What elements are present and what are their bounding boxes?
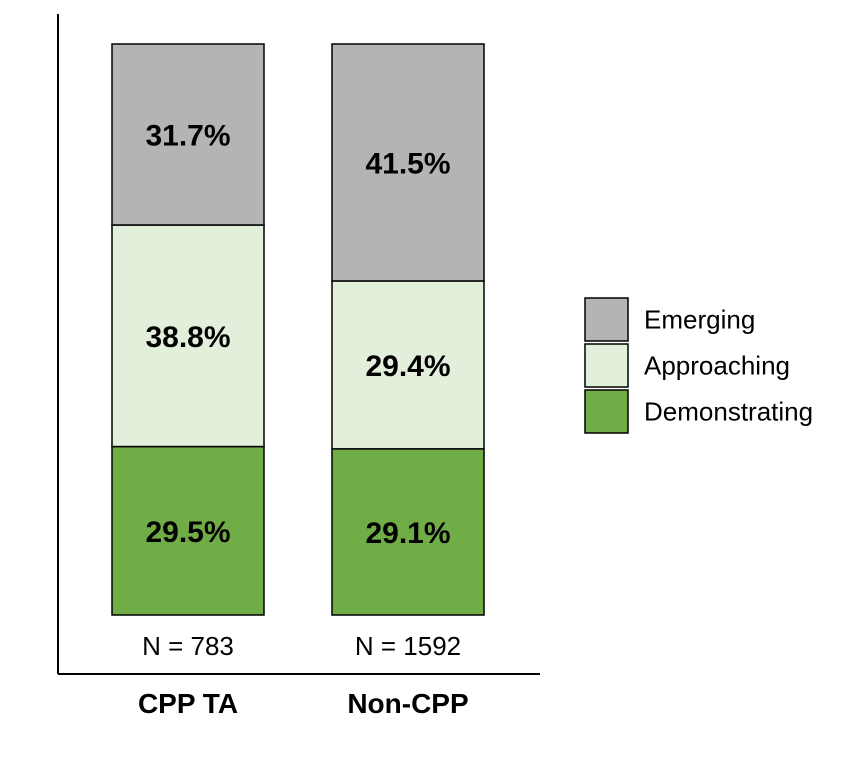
data-label-approaching-non-cpp: 29.4% [365, 350, 450, 383]
data-label-demonstrating-cpp-ta: 29.5% [145, 516, 230, 549]
legend-label-approaching: Approaching [644, 351, 790, 381]
legend-label-emerging: Emerging [644, 305, 755, 335]
bar-segment-emerging-cpp-ta [111, 43, 265, 226]
data-label-demonstrating-non-cpp: 29.1% [365, 517, 450, 550]
bar-segment-emerging-non-cpp [331, 43, 485, 282]
legend-swatch-demonstrating [584, 389, 629, 434]
sample-size-label-cpp-ta: N = 783 [142, 631, 234, 661]
bar-segment-demonstrating-non-cpp [331, 448, 485, 616]
category-label-non-cpp: Non-CPP [347, 688, 468, 719]
legend: Emerging Approaching Demonstrating [584, 297, 813, 434]
category-label-cpp-ta: CPP TA [138, 688, 238, 719]
bar-segment-approaching-non-cpp [331, 280, 485, 450]
legend-swatch-approaching [584, 343, 629, 388]
legend-swatch-emerging [584, 297, 629, 342]
legend-label-demonstrating: Demonstrating [644, 397, 813, 427]
sample-size-label-non-cpp: N = 1592 [355, 631, 461, 661]
data-label-emerging-non-cpp: 41.5% [365, 147, 450, 180]
data-label-emerging-cpp-ta: 31.7% [145, 120, 230, 153]
bar-segment-demonstrating-cpp-ta [111, 445, 265, 616]
data-label-approaching-cpp-ta: 38.8% [145, 321, 230, 354]
bars-layer: 29.5% 38.8% 31.7% N = 783 CPP TA 29.1% 29.4% 41… [111, 43, 485, 719]
